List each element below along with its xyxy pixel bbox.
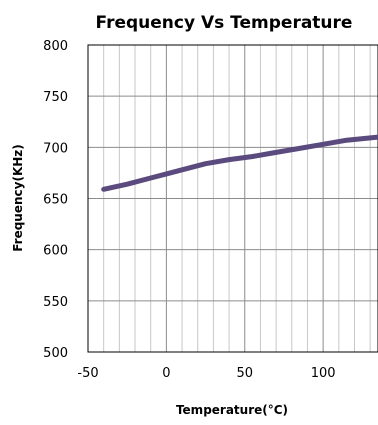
chart-title: Frequency Vs Temperature xyxy=(96,13,353,33)
x-tick-label: 50 xyxy=(236,366,253,381)
y-tick-label: 600 xyxy=(43,244,68,259)
y-tick-label: 750 xyxy=(43,90,68,105)
series-line xyxy=(101,134,378,192)
y-tick-label: 550 xyxy=(43,295,68,310)
x-tick-label: 0 xyxy=(162,366,170,381)
y-tick-label: 800 xyxy=(43,39,68,54)
major-grid xyxy=(88,45,378,352)
series-layer xyxy=(101,134,378,192)
x-tick-label: -50 xyxy=(77,366,98,381)
x-tick-label: 100 xyxy=(311,366,336,381)
y-tick-label: 500 xyxy=(43,346,68,361)
y-tick-label: 650 xyxy=(43,193,68,208)
plot-area-border xyxy=(87,44,378,353)
x-axis-title: Temperature(°C) xyxy=(176,403,288,417)
y-axis-title: Frequency(KHz) xyxy=(11,144,25,252)
y-axis-ticks: 500 550 600 650 700 750 800 xyxy=(43,39,68,361)
x-axis-ticks: -50 0 50 100 xyxy=(77,366,335,381)
y-tick-label: 700 xyxy=(43,141,68,156)
